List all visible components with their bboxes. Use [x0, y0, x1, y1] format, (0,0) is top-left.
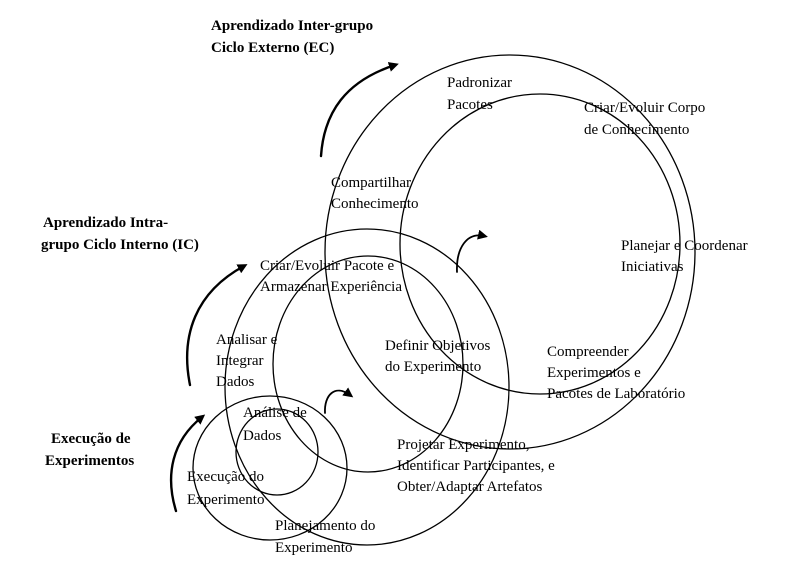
inner-cycle-arrow-icon — [186, 264, 248, 387]
step-criar-pacote-line2: Armazenar Experiência — [260, 279, 402, 295]
execution-cycle-outer-ring — [192, 395, 348, 541]
inner-cycle — [224, 228, 510, 546]
step-planejar-line2: Iniciativas — [621, 259, 684, 275]
inner-cycle-inner-ring — [272, 255, 464, 473]
outer-cycle-inner-ring — [399, 93, 681, 395]
step-definir-line2: do Experimento — [385, 359, 481, 375]
step-padronizar-line1: Padronizar — [447, 75, 512, 91]
step-compreender-line1: Compreender — [547, 344, 629, 360]
outer-cycle-title-line2: Ciclo Externo (EC) — [211, 40, 334, 56]
execution-cycle-small-arrow-icon — [324, 387, 354, 414]
step-planejamento-line2: Experimento — [275, 540, 352, 556]
step-execucao-line1: Execução do — [187, 469, 264, 485]
outer-cycle-outer-ring — [324, 54, 696, 450]
step-criar-pacote-line1: Criar/Evoluir Pacote e — [260, 258, 394, 274]
step-analisar-line2: Integrar — [216, 353, 263, 369]
execution-cycle-title-line1: Execução de — [51, 431, 131, 447]
step-compartilhar-line2: Conhecimento — [331, 196, 418, 212]
step-compreender-line3: Pacotes de Laboratório — [547, 386, 685, 402]
outer-cycle — [324, 54, 696, 450]
inner-cycle-outer-ring — [224, 228, 510, 546]
step-analisar-line1: Analisar e — [216, 332, 278, 348]
step-analise-line2: Dados — [243, 428, 281, 444]
step-analisar-line3: Dados — [216, 374, 254, 390]
step-compartilhar-line1: Compartilhar — [331, 175, 411, 191]
execution-cycle-arrow-icon — [169, 414, 206, 513]
inner-cycle-title-line2: grupo Ciclo Interno (IC) — [41, 237, 199, 253]
step-execucao-line2: Experimento — [187, 492, 264, 508]
execution-cycle-inner-ring — [235, 408, 319, 496]
step-definir-line1: Definir Objetivos — [385, 338, 491, 354]
step-compreender-line2: Experimentos e — [547, 365, 641, 381]
step-projetar-line2: Identificar Participantes, e — [397, 458, 555, 474]
execution-cycle — [192, 395, 348, 541]
step-analise-line1: Análise de — [243, 405, 307, 421]
step-criar-corpo-line1: Criar/Evoluir Corpo — [584, 100, 705, 116]
execution-cycle-title-line2: Experimentos — [45, 453, 134, 469]
step-planejamento-line1: Planejamento do — [275, 518, 375, 534]
outer-cycle-small-arrow-icon — [456, 229, 488, 273]
inner-cycle-title-line1: Aprendizado Intra- — [43, 215, 168, 231]
outer-cycle-arrow-icon — [319, 62, 399, 158]
step-padronizar-line2: Pacotes — [447, 97, 493, 113]
step-criar-corpo-line2: de Conhecimento — [584, 122, 689, 138]
step-planejar-line1: Planejar e Coordenar — [621, 238, 748, 254]
outer-cycle-title-line1: Aprendizado Inter-grupo — [211, 18, 373, 34]
step-projetar-line3: Obter/Adaptar Artefatos — [397, 479, 543, 495]
step-projetar-line1: Projetar Experimento, — [397, 437, 529, 453]
